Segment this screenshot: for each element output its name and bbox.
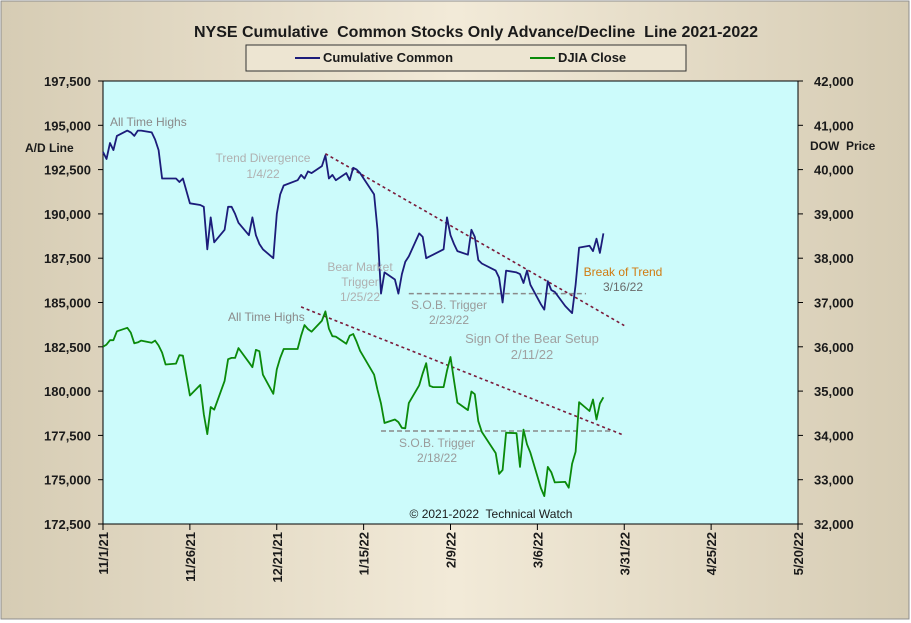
annotation-sob-top-line: S.O.B. Trigger [411, 298, 487, 312]
x-tick-label: 11/1/21 [96, 532, 111, 575]
annotation-sob-bottom-line: S.O.B. Trigger [399, 436, 475, 450]
x-tick-label: 3/6/22 [530, 532, 545, 568]
x-tick-label: 2/9/22 [444, 532, 459, 568]
y-right-tick-label: 38,000 [814, 251, 854, 266]
x-tick-label: 12/21/21 [270, 532, 285, 583]
x-tick-label: 1/15/22 [357, 532, 372, 575]
x-tick-label: 4/25/22 [704, 532, 719, 575]
legend: Cumulative Common DJIA Close [245, 44, 687, 72]
annotations: All Time Highs Trend Divergence 1/4/22 Bear… [110, 115, 662, 465]
annotation-break-line: Break of Trend [584, 265, 663, 279]
annotation-trend-div-line: 1/4/22 [246, 167, 280, 181]
annotation-sob-bottom-line: 2/18/22 [417, 451, 457, 465]
series-line-cumulative-common [102, 129, 605, 315]
series-lines [102, 129, 605, 498]
y-right-tick-label: 40,000 [814, 163, 854, 178]
legend-label-djia: DJIA Close [558, 50, 626, 65]
legend-label-cumulative: Cumulative Common [323, 50, 453, 65]
y-left-tick-label: 187,500 [44, 251, 91, 266]
plot-area [102, 80, 799, 525]
descending-trendline [300, 306, 625, 437]
y-right-tick-label: 35,000 [814, 384, 854, 399]
y-left-tick-label: 177,500 [44, 428, 91, 443]
y-axis-right-label: DOW Price [810, 139, 876, 153]
x-tick-label: 3/31/22 [617, 532, 632, 575]
y-left-tick-label: 175,000 [44, 473, 91, 488]
chart-title: NYSE Cumulative Common Stocks Only Advan… [194, 24, 758, 41]
y-left-tick-label: 192,500 [44, 163, 91, 178]
y-axis-left-ticks: 172,500 175,000 177,500 180,000 182,500 185,0… [44, 74, 103, 532]
annotation-trend-div-line: Trend Divergence [216, 151, 311, 165]
y-right-tick-label: 37,000 [814, 296, 854, 311]
y-right-tick-label: 42,000 [814, 74, 854, 89]
y-right-tick-label: 34,000 [814, 428, 854, 443]
y-left-tick-label: 195,000 [44, 118, 91, 133]
y-right-tick-label: 36,000 [814, 340, 854, 355]
x-tick-label: 11/26/21 [183, 532, 198, 582]
annotation-sob-top-line: 2/23/22 [429, 313, 469, 327]
annotation-ath-top-line: All Time Highs [110, 115, 187, 129]
y-right-tick-label: 33,000 [814, 473, 854, 488]
annotation-setup-line: Sign Of the Bear Setup [465, 331, 599, 346]
x-tick-label: 5/20/22 [791, 532, 806, 575]
y-right-tick-label: 32,000 [814, 517, 854, 532]
y-left-tick-label: 180,000 [44, 384, 91, 399]
y-left-tick-label: 185,000 [44, 296, 91, 311]
series-line-djia-close [102, 310, 605, 498]
y-left-tick-label: 190,000 [44, 207, 91, 222]
annotation-ath-bottom-line: All Time Highs [228, 310, 305, 324]
copyright-text: © 2021-2022 Technical Watch [410, 507, 573, 521]
x-axis-ticks: 11/1/21 11/26/21 12/21/21 1/15/22 2/9/22 3/6/… [96, 524, 806, 583]
y-left-tick-label: 197,500 [44, 74, 91, 89]
annotation-setup-line: 2/11/22 [511, 347, 553, 362]
annotation-break-line: 3/16/22 [603, 280, 643, 294]
y-left-tick-label: 172,500 [44, 517, 91, 532]
annotation-bear-trigger-line: 1/25/22 [340, 290, 380, 304]
annotation-bear-trigger-line: Bear Market [327, 260, 393, 274]
y-left-tick-label: 182,500 [44, 340, 91, 355]
y-axis-right-ticks: 32,000 33,000 34,000 35,000 36,000 37,000 38,0… [798, 74, 854, 532]
y-axis-left-label: A/D Line [25, 141, 74, 155]
annotation-bear-trigger-line: Trigger [341, 275, 379, 289]
y-right-tick-label: 39,000 [814, 207, 854, 222]
y-right-tick-label: 41,000 [814, 118, 854, 133]
